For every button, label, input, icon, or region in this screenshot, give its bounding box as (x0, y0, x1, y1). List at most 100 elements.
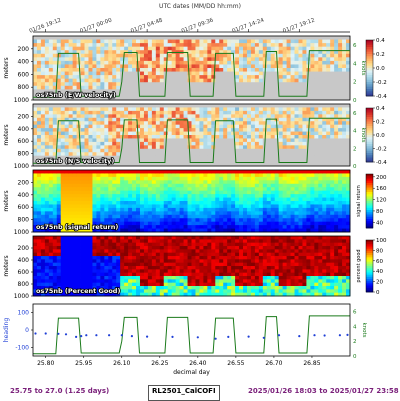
colorbar-swatch (366, 84, 373, 87)
heat-cell (112, 266, 116, 270)
heat-cell (104, 187, 108, 191)
heat-cell (128, 132, 132, 136)
heat-cell (279, 36, 283, 40)
heat-cell (81, 104, 85, 108)
heat-cell (88, 283, 92, 287)
heat-cell (188, 114, 192, 118)
heat-cell (227, 145, 231, 149)
heat-cell (132, 246, 136, 250)
heat-cell (88, 253, 92, 257)
heat-cell (176, 132, 180, 136)
heat-cell (49, 263, 53, 267)
heat-cell (338, 86, 342, 90)
heat-cell (318, 72, 322, 76)
heat-cell (239, 50, 243, 54)
heat-cell (160, 170, 164, 174)
heat-cell (148, 43, 152, 47)
heat-cell (156, 225, 160, 229)
heat-cell (199, 114, 203, 118)
heat-cell (148, 149, 152, 153)
heat-cell (85, 128, 89, 132)
heat-cell (330, 40, 334, 44)
heat-cell (306, 180, 310, 184)
heat-cell (92, 138, 96, 142)
heat-cell (53, 259, 57, 263)
y-tick-label: 600 (18, 71, 30, 78)
heat-cell (33, 40, 37, 44)
heat-cell (120, 266, 124, 270)
heat-cell (96, 57, 100, 61)
heat-cell (85, 198, 89, 202)
heat-cell (49, 40, 53, 44)
heat-cell (92, 72, 96, 76)
heat-cell (156, 194, 160, 198)
heat-cell (318, 184, 322, 188)
heat-cell (100, 114, 104, 118)
heat-cell (291, 152, 295, 156)
heat-cell (49, 43, 53, 47)
heat-cell (88, 86, 92, 90)
heat-cell (160, 111, 164, 115)
heat-cell (41, 187, 45, 191)
heat-cell (291, 156, 295, 160)
heat-cell (49, 259, 53, 263)
heat-cell (61, 215, 65, 219)
heat-cell (73, 75, 77, 79)
heat-cell (326, 225, 330, 229)
heat-cell (37, 149, 41, 153)
heat-cell (112, 215, 116, 219)
heat-cell (116, 57, 120, 61)
heat-cell (318, 149, 322, 153)
heat-cell (108, 173, 112, 177)
heat-cell (112, 273, 116, 277)
heat-cell (283, 68, 287, 72)
heat-cell (61, 111, 65, 115)
heat-cell (92, 43, 96, 47)
heat-cell (61, 273, 65, 277)
heat-cell (104, 50, 108, 54)
heat-cell (330, 187, 334, 191)
heat-cell (184, 191, 188, 195)
heat-cell (116, 276, 120, 280)
heat-cell (152, 111, 156, 115)
heat-cell (334, 61, 338, 65)
heat-cell (140, 276, 144, 280)
heat-cell (45, 149, 49, 153)
heat-cell (180, 159, 184, 163)
heat-cell (322, 184, 326, 188)
heat-cell (112, 54, 116, 58)
heat-cell (302, 54, 306, 58)
heat-cell (326, 198, 330, 202)
heat-cell (57, 204, 61, 208)
heat-cell (314, 201, 318, 205)
heat-cell (176, 125, 180, 129)
heat-cell (271, 125, 275, 129)
heat-cell (247, 204, 251, 208)
heat-cell (314, 170, 318, 174)
heat-cell (53, 173, 57, 177)
heat-cell (267, 222, 271, 226)
heat-cell (267, 68, 271, 72)
heat-cell (65, 72, 69, 76)
heat-cell (85, 118, 89, 122)
heat-cell (152, 184, 156, 188)
heat-cell (195, 72, 199, 76)
heat-cell (251, 194, 255, 198)
heat-cell (45, 114, 49, 118)
heat-cell (69, 128, 73, 132)
heat-cell (231, 111, 235, 115)
heat-cell (279, 180, 283, 184)
heat-cell (168, 170, 172, 174)
heat-cell (100, 259, 104, 263)
heat-cell (148, 132, 152, 136)
heat-cell (279, 173, 283, 177)
heat-cell (322, 54, 326, 58)
heat-cell (231, 173, 235, 177)
heat-cell (104, 198, 108, 202)
heat-cell (287, 198, 291, 202)
heat-cell (211, 118, 215, 122)
heat-cell (124, 273, 128, 277)
heat-cell (53, 191, 57, 195)
heat-cell (207, 36, 211, 40)
heat-cell (124, 289, 128, 293)
